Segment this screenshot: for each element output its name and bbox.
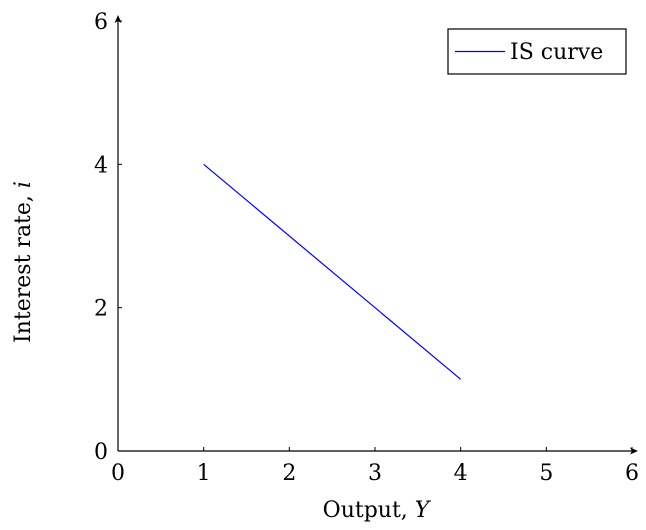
x-axis-arrowhead (630, 447, 638, 455)
x-tick-label-2: 2 (282, 461, 296, 486)
x-tick-label-5: 5 (539, 461, 553, 486)
x-tick-label-4: 4 (454, 461, 468, 486)
x-tick-label-3: 3 (368, 461, 382, 486)
series-line-0 (203, 163, 462, 380)
legend-label-is-curve: IS curve (510, 40, 603, 65)
x-tick-label-0: 0 (111, 461, 125, 486)
y-tick-label-6: 6 (94, 10, 108, 35)
x-tick-label-1: 1 (197, 461, 211, 486)
x-tick-label-6: 6 (625, 461, 639, 486)
y-axis-arrowhead (114, 15, 122, 23)
y-axis-ticks: 0 2 4 6 (94, 10, 122, 465)
y-tick-label-2: 2 (94, 297, 108, 322)
legend-box (447, 28, 627, 75)
y-tick-label-0: 0 (94, 440, 108, 465)
y-tick-label-4: 4 (94, 153, 108, 178)
legend: IS curve (447, 28, 627, 75)
x-axis-ticks: 0 1 2 3 4 5 6 (111, 447, 639, 486)
series-layer (203, 163, 462, 380)
y-axis-title: Interest rate, i (11, 181, 36, 343)
x-axis-title: Output, Y (323, 498, 432, 523)
